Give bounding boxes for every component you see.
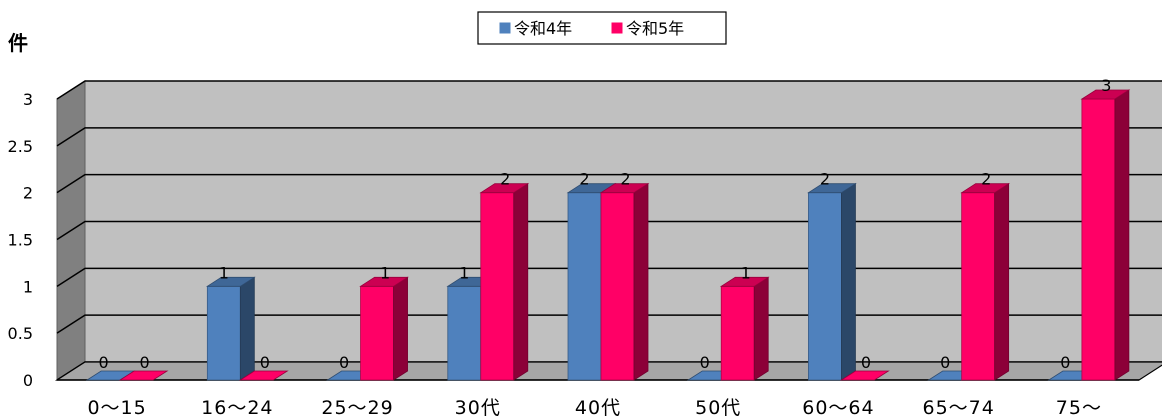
x-tick-label: 50代 [695, 397, 741, 419]
bar-flat [118, 370, 169, 381]
bar-top [807, 183, 857, 194]
y-tick-label: 2 [23, 184, 33, 203]
y-tick-label: 0.5 [8, 324, 33, 343]
bar-front [600, 192, 635, 381]
bar-side [633, 182, 649, 381]
gridline [56, 173, 1162, 194]
bar-top [1080, 89, 1131, 100]
gridline [56, 127, 1162, 147]
data-label: 2 [820, 170, 830, 189]
bar-front [720, 285, 755, 381]
bar-flat [840, 370, 890, 381]
bar-side [513, 182, 529, 381]
bar-r5 [1080, 89, 1131, 381]
data-label: 0 [1060, 353, 1070, 372]
data-label: 0 [861, 353, 871, 372]
x-tick-label: 25～29 [321, 397, 393, 419]
bar-front [961, 192, 996, 381]
bar-side [239, 276, 255, 381]
gridline [56, 267, 1162, 287]
legend-swatch-r5 [611, 22, 623, 34]
bar-top [960, 183, 1011, 194]
data-label: 2 [500, 170, 510, 189]
bar-side [1114, 89, 1130, 381]
bar-top [205, 276, 256, 287]
y-axis-title: 件 [8, 31, 28, 55]
data-label: 1 [380, 263, 390, 282]
data-label: 0 [700, 353, 710, 372]
x-tick-label: 16～24 [201, 397, 273, 419]
legend: 令和4年 令和5年 [477, 11, 727, 45]
x-tick-label: 30代 [455, 397, 501, 419]
bar-front [808, 192, 842, 381]
x-tick-label: 65～74 [922, 397, 994, 419]
bar-r4 [807, 182, 857, 381]
data-label: 0 [140, 353, 150, 372]
x-tick-label: 0～15 [87, 397, 146, 419]
bar-front [1081, 98, 1116, 381]
bar-front [567, 192, 602, 381]
bar-side [841, 182, 856, 381]
y-tick-label: 1.5 [8, 231, 33, 250]
bar-flat [238, 370, 289, 381]
data-label: 0 [99, 353, 109, 372]
x-tick-label: 40代 [575, 397, 621, 419]
bar-front [206, 285, 241, 381]
bars [85, 89, 1131, 381]
y-tick-label: 3 [23, 90, 33, 109]
data-label: 1 [219, 263, 229, 282]
bar-top [359, 276, 409, 287]
bar-r5 [359, 276, 409, 381]
gridline [56, 314, 1162, 334]
data-label: 2 [981, 170, 991, 189]
data-label: 0 [260, 353, 270, 372]
data-label: 1 [459, 263, 469, 282]
bar-r5 [840, 370, 890, 381]
bar-r5 [118, 370, 169, 381]
bar-r4 [205, 276, 256, 381]
legend-box [477, 11, 727, 45]
data-label: 1 [741, 263, 751, 282]
bar-r5 [719, 276, 770, 381]
legend-label: 令和4年 [514, 19, 572, 38]
bar-top [719, 276, 770, 287]
legend-swatch-r4 [499, 22, 511, 34]
bar-front [480, 192, 515, 381]
y-tick-label: 0 [23, 371, 33, 390]
bar-r5 [238, 370, 289, 381]
bar-side [753, 276, 769, 381]
y-tick-label: 2.5 [8, 137, 33, 156]
bar-side [393, 276, 408, 381]
data-label: 0 [339, 353, 349, 372]
legend-label: 令和5年 [626, 19, 684, 38]
bar-top [599, 183, 650, 194]
bar-front [447, 285, 482, 381]
bar-top [479, 183, 530, 194]
gridline [56, 80, 1162, 100]
data-label: 3 [1101, 76, 1111, 95]
bar-front [360, 285, 394, 381]
data-label: 0 [940, 353, 950, 372]
x-axis: 0～15 16～24 25～29 30代 40代 50代 60～64 65～74 75～ [87, 397, 1102, 419]
bar-r5 [479, 182, 530, 381]
gridline [56, 220, 1162, 241]
bar-side [994, 182, 1010, 381]
data-labels: 0 0 1 0 0 1 1 2 2 2 0 1 2 0 0 2 0 3 [99, 76, 1112, 372]
y-axis: 件 0 0.5 1 1.5 2 2.5 3 [8, 31, 33, 390]
bar-r5 [960, 182, 1011, 381]
y-tick-label: 1 [23, 277, 33, 296]
x-tick-label: 60～64 [802, 397, 874, 419]
data-label: 2 [620, 170, 630, 189]
bar-r5 [599, 182, 650, 381]
x-tick-label: 75～ [1056, 397, 1102, 419]
data-label: 2 [579, 170, 589, 189]
